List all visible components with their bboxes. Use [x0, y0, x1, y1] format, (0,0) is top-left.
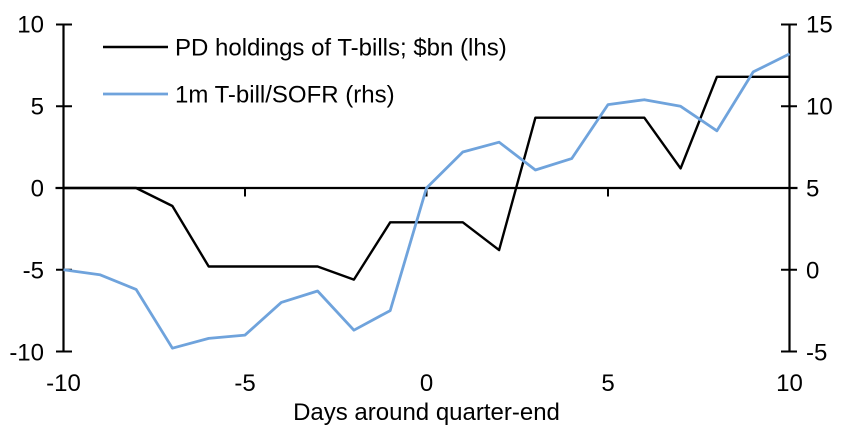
- right-tick-label: 15: [806, 12, 833, 39]
- right-tick-label: -5: [806, 340, 827, 367]
- x-tick-label: 0: [420, 370, 433, 397]
- x-axis: -10 -5 0 5 10 Days around quarter-end: [46, 186, 803, 426]
- legend-label-tbill-sofr: 1m T-bill/SOFR (rhs): [175, 82, 395, 109]
- left-tick-label: 10: [17, 12, 44, 39]
- left-axis: 10 5 0 -5 -10: [9, 12, 72, 367]
- left-tick-label: 0: [31, 176, 44, 203]
- legend: PD holdings of T-bills; $bn (lhs) 1m T-b…: [103, 35, 507, 109]
- tbill-sofr-line: [63, 52, 791, 350]
- left-tick-label: -5: [23, 258, 44, 285]
- x-tick-label: -10: [46, 370, 81, 397]
- right-tick-label: 5: [806, 176, 819, 203]
- pd-holdings-line: [63, 75, 790, 281]
- x-axis-title: Days around quarter-end: [293, 399, 560, 426]
- right-tick-label: 10: [806, 94, 833, 121]
- legend-label-pd-holdings: PD holdings of T-bills; $bn (lhs): [175, 35, 507, 62]
- left-tick-label: 5: [31, 94, 44, 121]
- left-tick-label: -10: [9, 340, 44, 367]
- right-tick-label: 0: [806, 258, 819, 285]
- series-group: [63, 52, 791, 350]
- x-tick-label: 5: [601, 370, 614, 397]
- x-tick-label: 10: [776, 370, 803, 397]
- x-tick-label: -5: [234, 370, 255, 397]
